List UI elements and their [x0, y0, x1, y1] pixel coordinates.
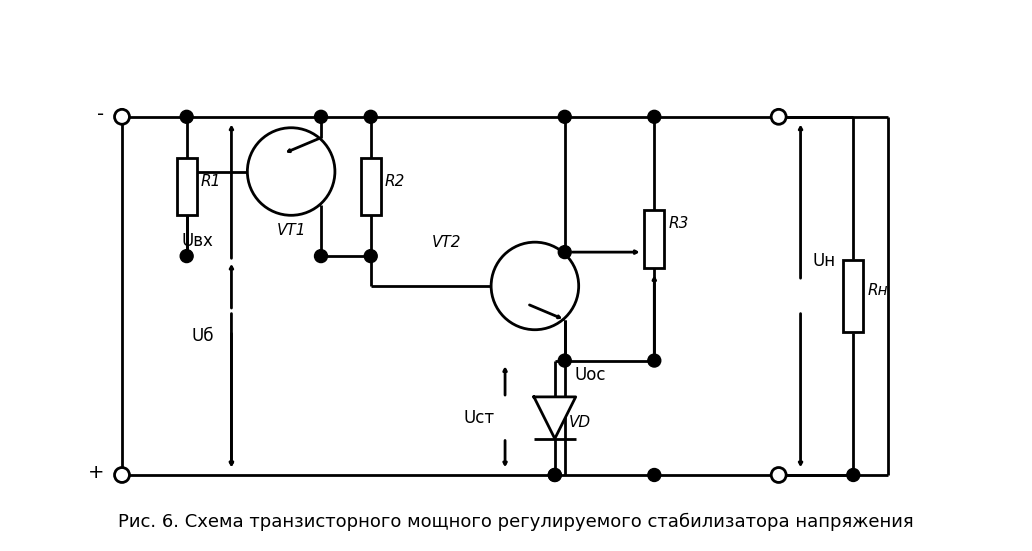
Circle shape: [771, 109, 786, 125]
Text: Uн: Uн: [812, 252, 836, 270]
Bar: [361, 158, 381, 215]
Circle shape: [181, 110, 193, 123]
Bar: [644, 210, 665, 268]
Circle shape: [648, 468, 660, 482]
Bar: [176, 158, 197, 215]
Text: VT2: VT2: [431, 235, 461, 250]
Text: R3: R3: [669, 216, 688, 231]
Circle shape: [548, 468, 561, 482]
Text: Рис. 6. Схема транзисторного мощного регулируемого стабилизатора напряжения: Рис. 6. Схема транзисторного мощного рег…: [119, 512, 913, 531]
Text: Uос: Uос: [575, 365, 606, 383]
Text: Rн: Rн: [867, 283, 888, 299]
Text: VT1: VT1: [277, 223, 305, 238]
Circle shape: [648, 110, 660, 123]
Text: VD: VD: [569, 415, 591, 430]
Circle shape: [364, 250, 378, 263]
Text: Uст: Uст: [464, 409, 495, 427]
Circle shape: [491, 242, 579, 329]
Text: -: -: [97, 105, 104, 125]
Circle shape: [548, 468, 561, 482]
Circle shape: [315, 250, 327, 263]
Text: Uвх: Uвх: [182, 232, 214, 250]
Bar: [843, 260, 863, 332]
Circle shape: [315, 110, 327, 123]
Polygon shape: [534, 397, 576, 439]
Circle shape: [181, 250, 193, 263]
Circle shape: [847, 468, 860, 482]
Text: +: +: [88, 463, 104, 483]
Circle shape: [558, 246, 572, 258]
Circle shape: [248, 128, 335, 215]
Circle shape: [364, 110, 378, 123]
Text: R1: R1: [200, 174, 221, 189]
Text: R2: R2: [385, 174, 405, 189]
Circle shape: [771, 468, 786, 483]
Circle shape: [115, 109, 129, 125]
Circle shape: [558, 110, 572, 123]
Circle shape: [648, 354, 660, 367]
Circle shape: [115, 468, 129, 483]
Text: Uб: Uб: [191, 327, 214, 345]
Circle shape: [558, 354, 572, 367]
